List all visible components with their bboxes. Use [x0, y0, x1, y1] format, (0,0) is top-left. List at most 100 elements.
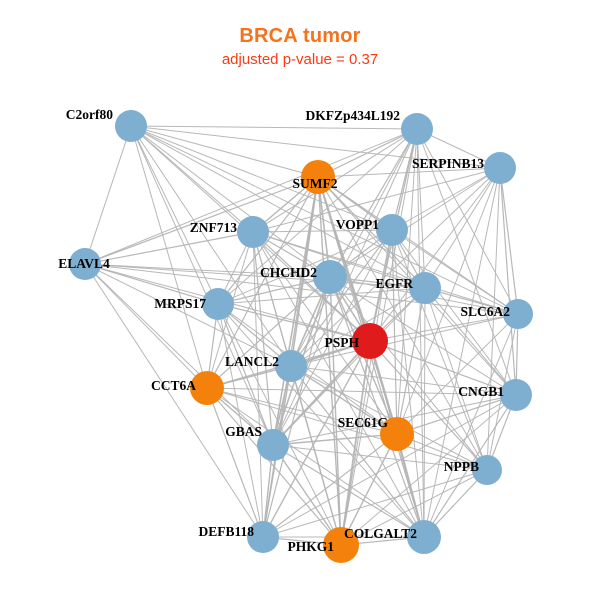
graph-node-label-cct6a: CCT6A: [151, 378, 196, 393]
graph-node-label-serpinb13: SERPINB13: [412, 156, 484, 171]
graph-node-psph[interactable]: [352, 323, 388, 359]
graph-edge: [206, 176, 319, 389]
nodes-layer[interactable]: [69, 110, 533, 563]
graph-edge: [396, 128, 418, 435]
graph-edge: [424, 167, 501, 289]
graph-edge: [130, 125, 519, 315]
graph-edge: [272, 176, 319, 446]
graph-edge: [252, 231, 425, 538]
graph-edge: [396, 394, 517, 435]
graph-edge: [416, 128, 425, 538]
graph-edge: [130, 125, 319, 178]
graph-node-egfr[interactable]: [409, 272, 441, 304]
graph-node-colgalt2[interactable]: [407, 520, 441, 554]
graph-edge: [206, 276, 331, 389]
graph-node-label-sec61g: SEC61G: [338, 415, 389, 430]
graph-edge: [423, 313, 519, 538]
graph-edge: [290, 365, 488, 471]
graph-node-sec61g[interactable]: [380, 417, 414, 451]
graph-node-c2orf80[interactable]: [115, 110, 147, 142]
graph-node-defb118[interactable]: [247, 521, 279, 553]
graph-edge: [84, 263, 208, 389]
graph-node-label-psph: PSPH: [324, 335, 359, 350]
graph-node-chchd2[interactable]: [313, 260, 347, 294]
graph-node-znf713[interactable]: [237, 216, 269, 248]
graph-node-label-defb118: DEFB118: [198, 524, 254, 539]
graph-node-label-colgalt2: COLGALT2: [344, 526, 417, 541]
graph-edge: [369, 340, 488, 471]
graph-edge: [329, 167, 501, 278]
graph-edge: [340, 433, 398, 546]
graph-edge: [84, 263, 292, 367]
graph-edge: [84, 263, 264, 538]
graph-edge: [206, 387, 342, 546]
graph-node-label-mrps17: MRPS17: [154, 296, 206, 311]
graph-edge: [217, 303, 274, 446]
graph-edge: [252, 231, 264, 538]
graph-node-phkg1[interactable]: [323, 527, 359, 563]
graph-node-label-cngb1: CNGB1: [458, 384, 504, 399]
graph-edge: [252, 231, 398, 435]
graph-edge: [217, 303, 398, 435]
graph-edge: [252, 229, 393, 233]
graph-node-elavl4[interactable]: [69, 248, 101, 280]
graph-edge: [217, 128, 418, 305]
graph-edge: [130, 125, 393, 231]
graph-edge: [396, 433, 425, 538]
graph-edge: [396, 287, 426, 435]
graph-edge: [369, 313, 519, 342]
graph-edge: [84, 231, 254, 265]
graph-edge: [272, 433, 398, 446]
graph-edge: [423, 167, 501, 538]
graph-node-sumf2[interactable]: [301, 160, 335, 194]
graph-edge: [369, 340, 517, 396]
graph-edge: [290, 313, 519, 367]
graph-edge: [84, 263, 426, 289]
graph-node-lancl2[interactable]: [275, 350, 307, 382]
graph-node-cngb1[interactable]: [500, 379, 532, 411]
graph-edge: [130, 125, 426, 289]
graph-edge: [424, 287, 488, 471]
graph-edge: [369, 229, 393, 342]
graph-node-serpinb13[interactable]: [484, 152, 516, 184]
graph-node-gbas[interactable]: [257, 429, 289, 461]
graph-edge: [290, 365, 342, 546]
graph-edge: [317, 176, 519, 315]
graph-node-label-chchd2: CHCHD2: [260, 265, 317, 280]
graph-edge: [130, 125, 219, 305]
graph-node-nppb[interactable]: [472, 455, 502, 485]
graph-edge: [340, 394, 517, 546]
graph-edge: [416, 128, 426, 289]
graph-edge: [391, 167, 501, 231]
graph-edge: [499, 167, 517, 396]
graph-node-cct6a[interactable]: [190, 371, 224, 405]
graph-node-slc6a2[interactable]: [503, 299, 533, 329]
graph-edge: [499, 167, 519, 315]
graph-edge: [84, 263, 219, 305]
graph-edge: [130, 125, 418, 130]
graph-edge: [329, 276, 342, 546]
graph-edge: [317, 128, 418, 178]
graph-edge: [272, 444, 488, 471]
graph-edge: [340, 229, 393, 546]
graph-edge: [290, 287, 426, 367]
graph-edge: [84, 176, 319, 265]
graph-edge: [84, 263, 519, 315]
graph-node-label-slc6a2: SLC6A2: [460, 304, 510, 319]
graph-edge: [130, 125, 208, 389]
graph-node-label-egfr: EGFR: [375, 276, 413, 291]
graph-node-label-gbas: GBAS: [225, 424, 262, 439]
graph-edge: [416, 128, 519, 315]
graph-edge: [130, 125, 292, 367]
graph-edge: [84, 263, 274, 446]
graph-node-vopp1[interactable]: [376, 214, 408, 246]
graph-edge: [252, 231, 371, 342]
graph-edge: [217, 303, 371, 342]
graph-node-label-znf713: ZNF713: [190, 220, 238, 235]
graph-edge: [369, 167, 501, 342]
graph-node-mrps17[interactable]: [202, 288, 234, 320]
graph-node-label-c2orf80: C2orf80: [66, 107, 113, 122]
graph-node-dkfzp434l192[interactable]: [401, 113, 433, 145]
